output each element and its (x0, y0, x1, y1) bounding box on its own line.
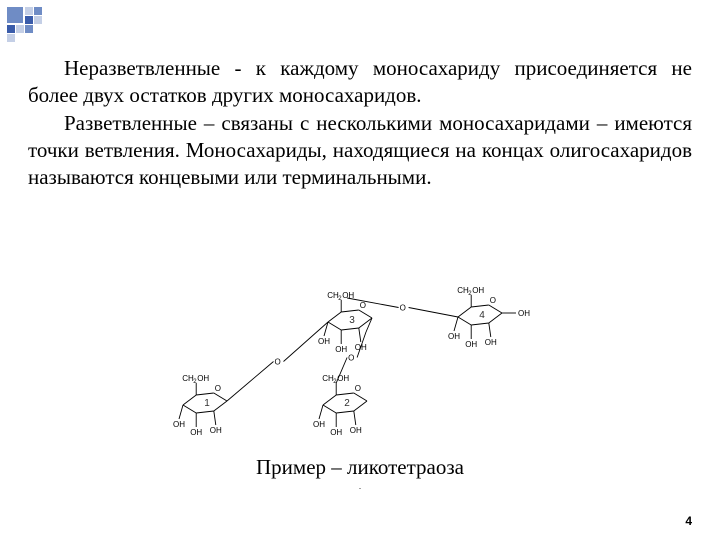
svg-text:1: 1 (204, 398, 210, 409)
svg-text:3: 3 (349, 315, 355, 326)
svg-text:OH: OH (210, 426, 222, 435)
paragraph-2: Разветвленные – связаны с несколькими мо… (28, 110, 692, 192)
svg-text:OH: OH (465, 340, 477, 349)
svg-text:O: O (360, 301, 366, 310)
svg-text:O: O (400, 304, 406, 313)
svg-text:OH: OH (197, 374, 209, 383)
svg-text:4: 4 (479, 310, 485, 321)
chemical-diagram: OCH2OHOHOHOH1OCH2OHOHOHOH2OCH2OHOHOHOH3O… (135, 275, 595, 450)
svg-text:OH: OH (350, 426, 362, 435)
svg-text:OH: OH (485, 338, 497, 347)
svg-text:O: O (355, 384, 361, 393)
svg-text:O: O (348, 354, 354, 363)
svg-text:OH: OH (330, 428, 342, 437)
corner-decoration (7, 7, 47, 47)
svg-text:OH: OH (173, 420, 185, 429)
diagram-caption: Пример – ликотетраоза (100, 455, 620, 480)
svg-text:OH: OH (313, 420, 325, 429)
svg-text:OH: OH (318, 337, 330, 346)
svg-text:O: O (215, 384, 221, 393)
page-number: 4 (685, 514, 692, 528)
svg-text:O: O (490, 296, 496, 305)
body-text: Неразветвленные - к каждому моносахариду… (28, 55, 692, 191)
svg-text:OH: OH (335, 345, 347, 354)
svg-text:OH: OH (518, 309, 530, 318)
svg-text:OH: OH (448, 332, 460, 341)
slide: Неразветвленные - к каждому моносахариду… (0, 0, 720, 540)
svg-text:OH: OH (472, 286, 484, 295)
svg-text:2: 2 (344, 398, 350, 409)
svg-text:OH: OH (190, 428, 202, 437)
svg-text:O: O (275, 358, 281, 367)
paragraph-1: Неразветвленные - к каждому моносахариду… (28, 55, 692, 110)
diagram-caption-dot: . (100, 482, 620, 491)
